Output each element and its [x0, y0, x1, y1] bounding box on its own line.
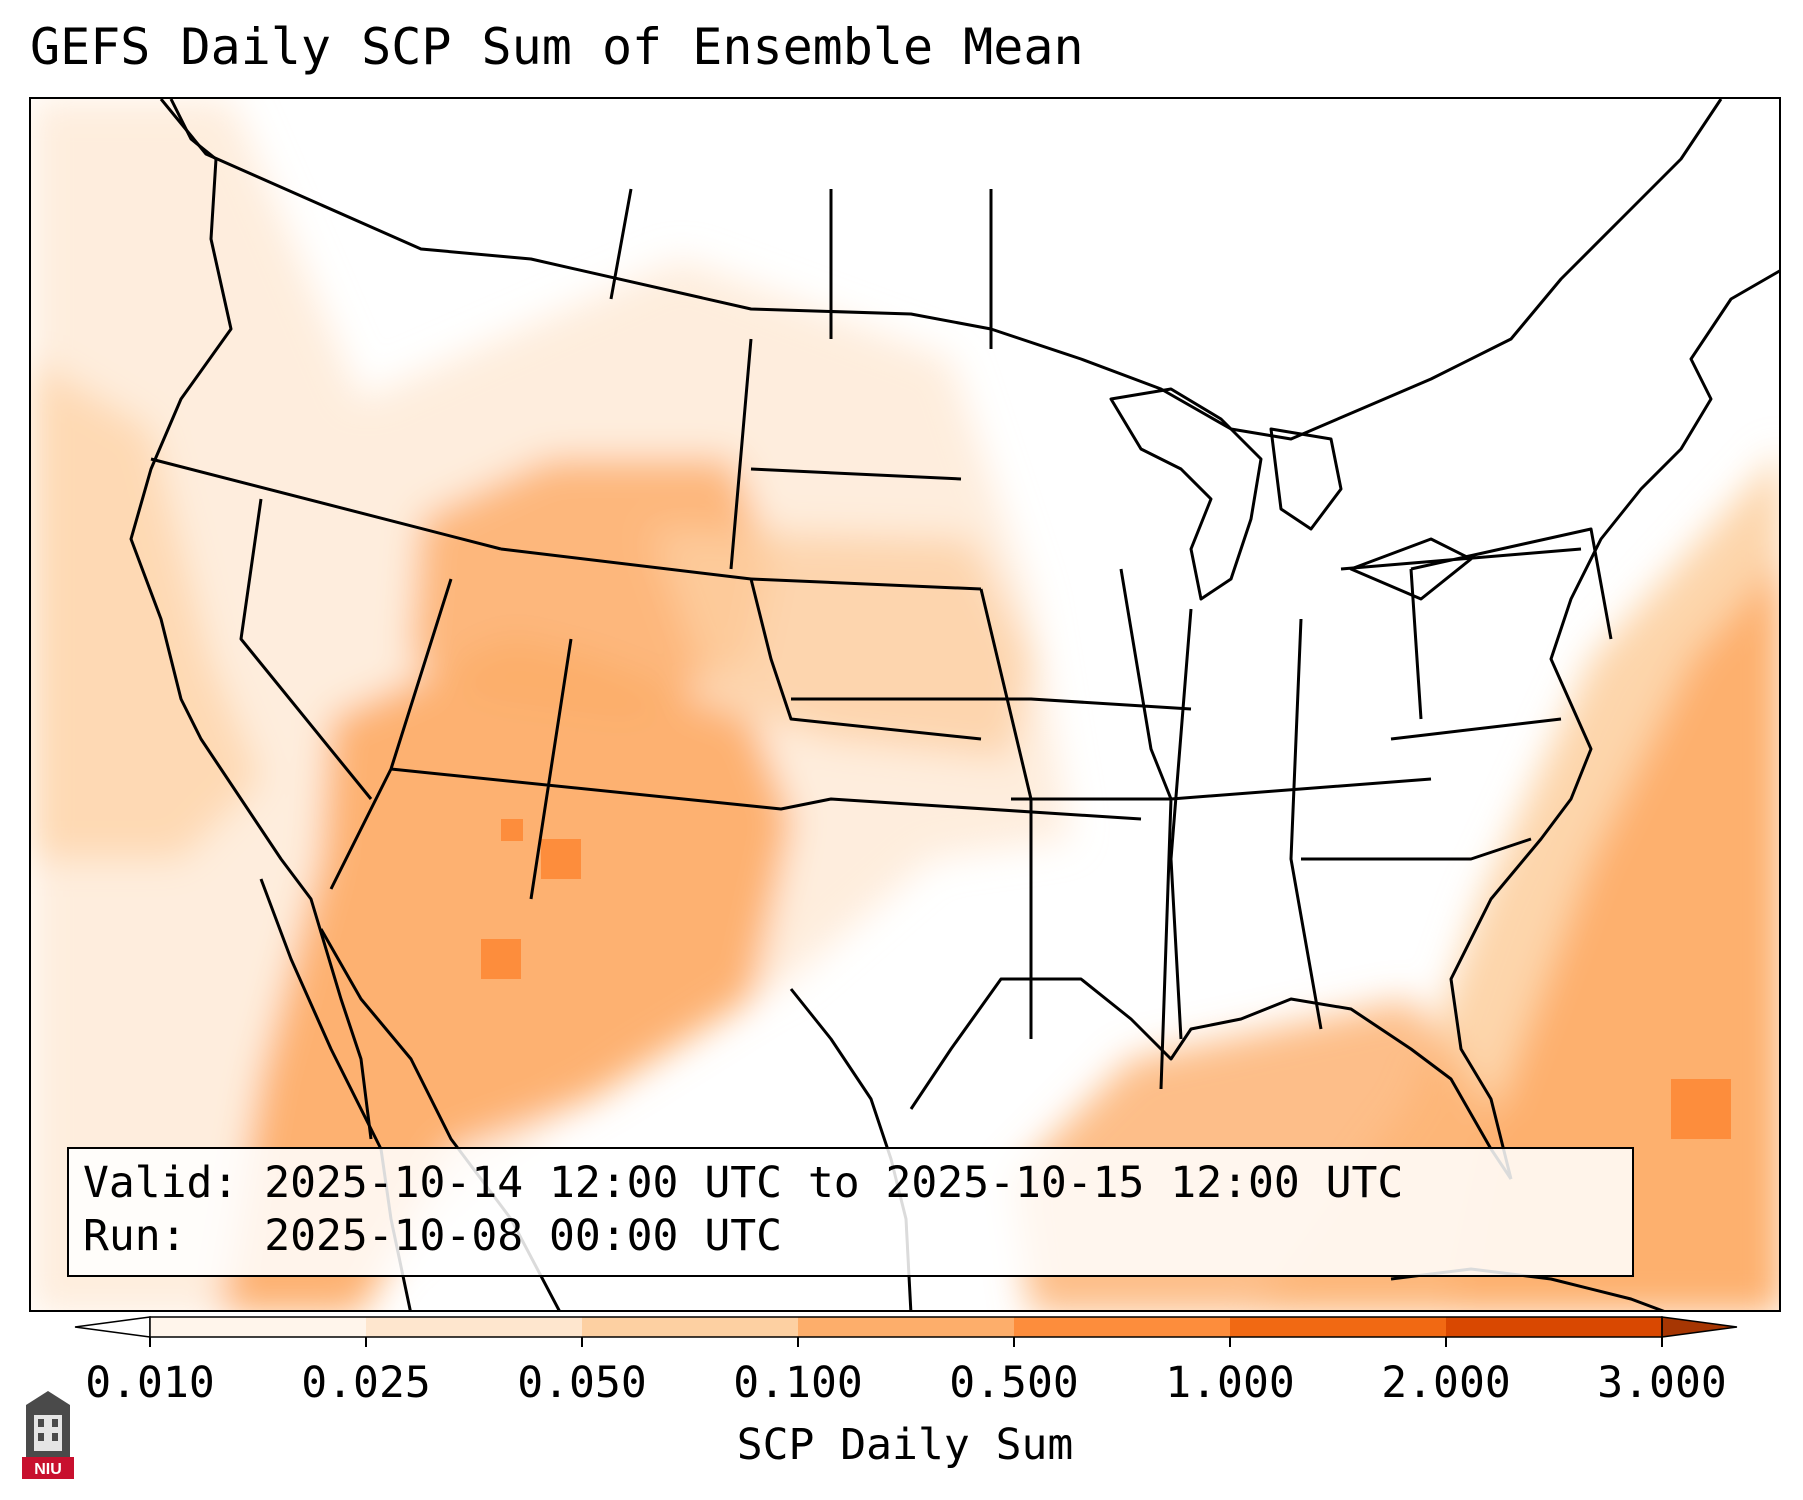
colorbar-segment [1446, 1317, 1663, 1337]
scp-region-california [31, 359, 261, 859]
scp-region-rockies [411, 459, 771, 719]
colorbar-tick-label: 0.500 [949, 1358, 1079, 1408]
run-time-text: Run: 2025-10-08 00:00 UTC [83, 1211, 782, 1261]
border-canada [159, 99, 1723, 441]
colorbar-segment [1014, 1317, 1231, 1337]
colorbar-tick-label: 3.000 [1597, 1358, 1727, 1408]
colorbar-tick-label: 1.000 [1165, 1358, 1295, 1408]
logo-text: NIU [34, 1461, 62, 1478]
colorbar-segment [150, 1317, 367, 1337]
state-lines-east [1169, 527, 1613, 1040]
colorbar-tick-label: 0.025 [301, 1358, 431, 1408]
map-panel [29, 97, 1781, 1312]
colorbar-extend-low [74, 1316, 151, 1338]
colorbar [74, 1316, 1738, 1347]
scp-hotspots [481, 819, 1731, 1139]
map-canvas [31, 99, 1779, 1310]
chart-title: GEFS Daily SCP Sum of Ensemble Mean [30, 18, 1084, 76]
coastline-pacific [129, 99, 373, 1140]
colorbar-tick-label: 2.000 [1381, 1358, 1511, 1408]
colorbar-tick-label: 0.050 [517, 1358, 647, 1408]
valid-run-box: Valid: 2025-10-14 12:00 UTC to 2025-10-1… [67, 1147, 1634, 1277]
colorbar-segment [798, 1317, 1015, 1337]
valid-time-text: Valid: 2025-10-14 12:00 UTC to 2025-10-1… [83, 1158, 1404, 1208]
colorbar-segment [1230, 1317, 1447, 1337]
colorbar-segment [366, 1317, 583, 1337]
great-lakes [1109, 387, 1473, 601]
niu-logo: NIU [20, 1385, 76, 1480]
colorbar-tick-label: 0.100 [733, 1358, 863, 1408]
colorbar-outline [149, 1316, 1663, 1338]
map-boundaries [129, 99, 1779, 1310]
state-lines-central [609, 188, 1432, 1090]
coastline-atlantic [1449, 269, 1779, 1180]
colorbar-extend-high [1661, 1316, 1738, 1338]
state-lines-west [150, 457, 1142, 900]
colorbar-tick-label: 0.010 [85, 1358, 215, 1408]
colorbar-label: SCP Daily Sum [736, 1420, 1074, 1470]
colorbar-segment [582, 1317, 799, 1337]
